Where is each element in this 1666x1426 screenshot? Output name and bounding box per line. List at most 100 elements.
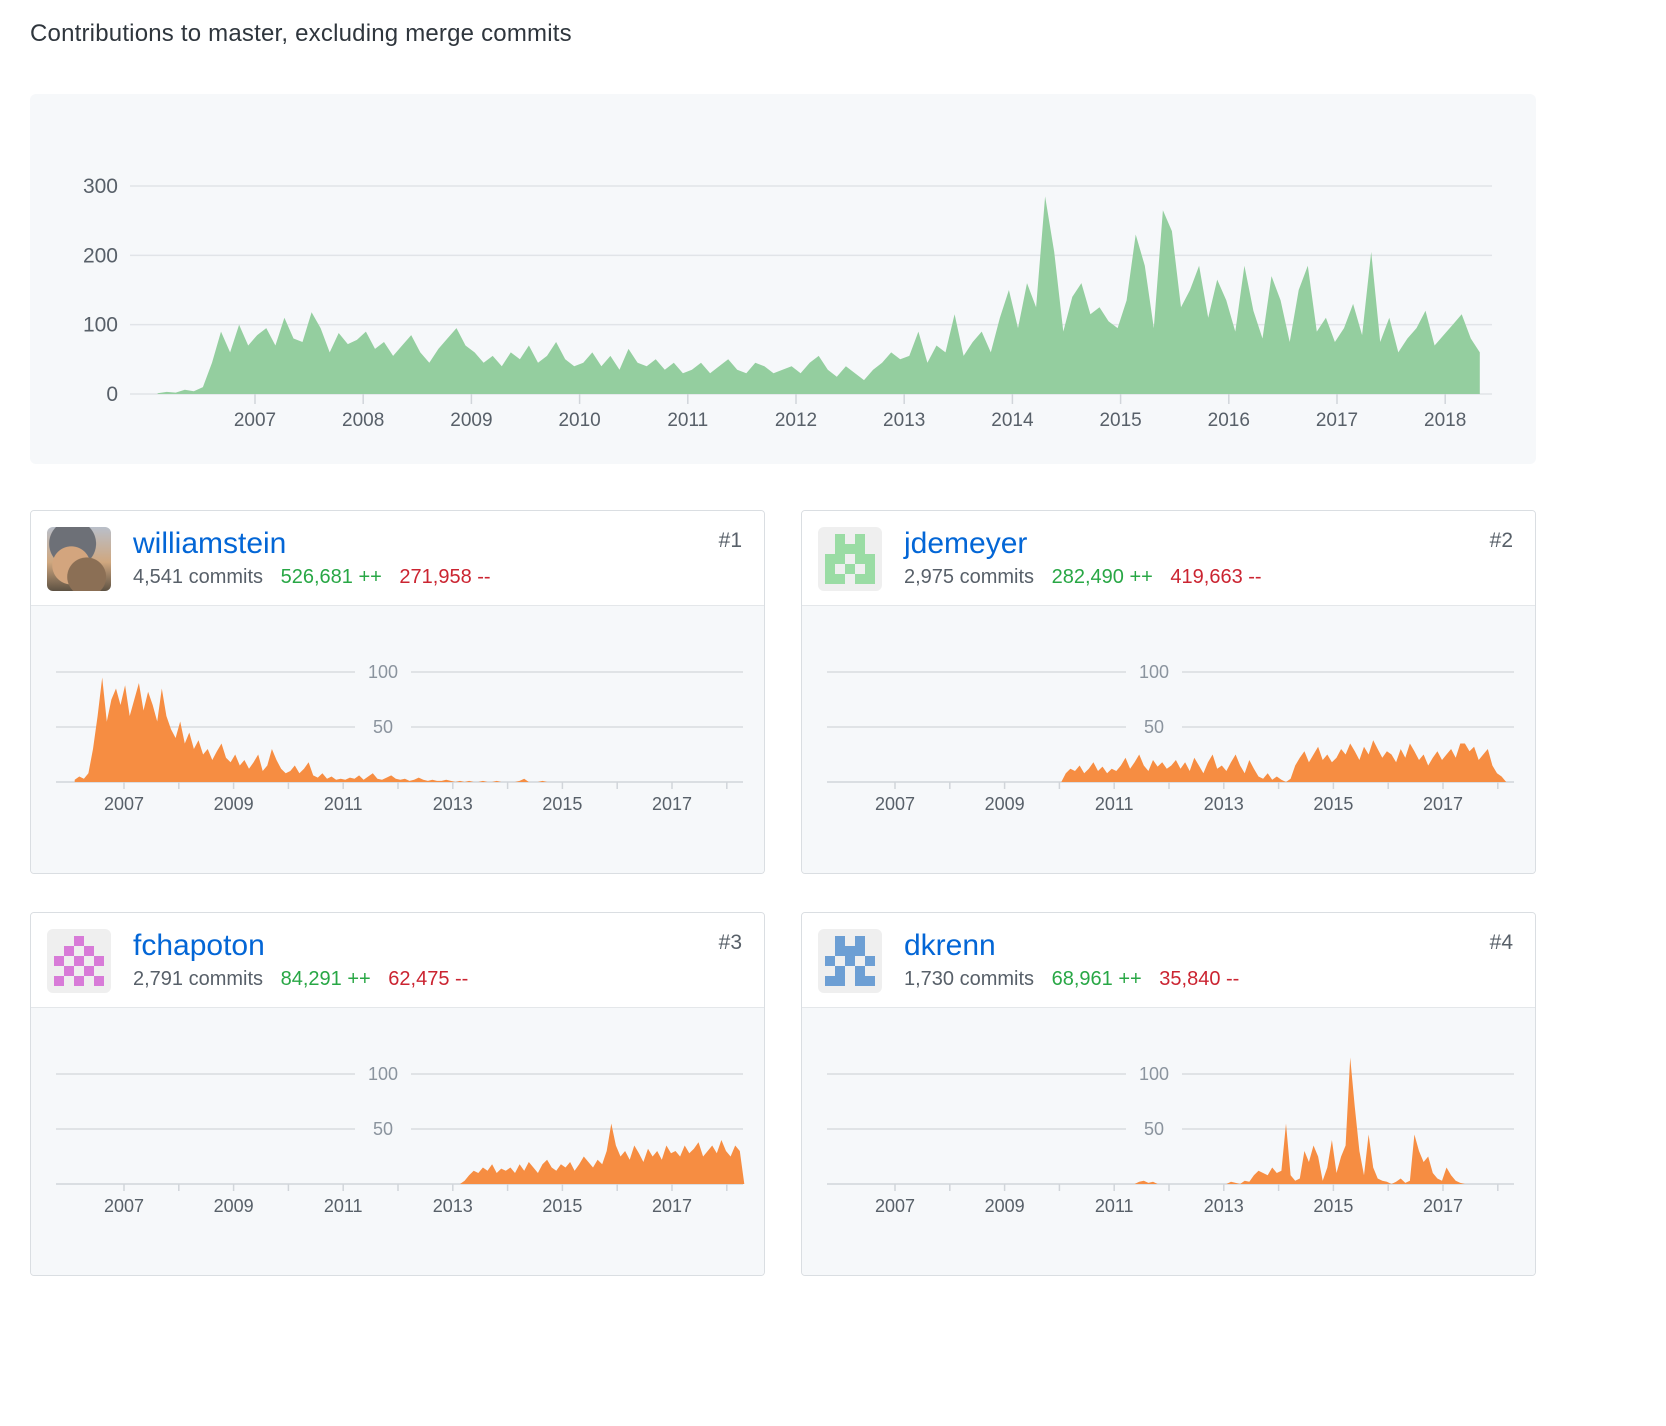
svg-text:200: 200	[83, 244, 118, 267]
rank-badge: #4	[1489, 931, 1513, 954]
svg-text:2007: 2007	[104, 1196, 144, 1216]
deletions-count: 62,475 --	[388, 967, 469, 990]
svg-text:2011: 2011	[324, 794, 363, 814]
svg-text:2007: 2007	[104, 794, 144, 814]
contributor-stats: 2,975 commits 282,490 ++ 419,663 --	[904, 566, 1262, 589]
svg-text:2008: 2008	[342, 410, 384, 431]
svg-text:50: 50	[1144, 717, 1164, 737]
svg-text:2009: 2009	[450, 410, 492, 431]
contributor-stats: 4,541 commits 526,681 ++ 271,958 --	[133, 566, 491, 589]
additions-count: 68,961 ++	[1051, 967, 1142, 990]
svg-text:50: 50	[373, 1119, 393, 1139]
svg-text:2009: 2009	[214, 1196, 254, 1216]
commit-count: 4,541 commits	[133, 565, 264, 588]
avatar[interactable]	[818, 929, 882, 993]
additions-count: 84,291 ++	[280, 967, 371, 990]
svg-text:100: 100	[1139, 662, 1169, 682]
deletions-count: 419,663 --	[1170, 565, 1262, 588]
svg-text:2011: 2011	[1095, 1196, 1134, 1216]
contributor-name-link[interactable]: fchapoton	[133, 929, 265, 962]
svg-text:2016: 2016	[1208, 410, 1250, 431]
contributor-name-link[interactable]: jdemeyer	[904, 527, 1028, 560]
avatar[interactable]	[47, 527, 111, 591]
deletions-count: 35,840 --	[1159, 967, 1240, 990]
contributor-name-link[interactable]: williamstein	[133, 527, 287, 560]
svg-text:2013: 2013	[433, 794, 473, 814]
deletions-count: 271,958 --	[399, 565, 491, 588]
svg-text:100: 100	[368, 1064, 398, 1084]
svg-text:2013: 2013	[1204, 794, 1244, 814]
contributor-commits-chart[interactable]: 2007 2009 2011 2013 2015 2017 50 100	[802, 1034, 1535, 1226]
main-contributions-chart[interactable]: 2007 2008 2009 2010 2011 2012 2013 2014 2015 2016…	[30, 94, 1536, 464]
contributor-meta: jdemeyer 2,975 commits 282,490 ++ 419,66…	[904, 527, 1262, 589]
card-header: jdemeyer 2,975 commits 282,490 ++ 419,66…	[802, 511, 1535, 605]
contributor-meta: williamstein 4,541 commits 526,681 ++ 27…	[133, 527, 491, 589]
svg-text:2017: 2017	[1423, 1196, 1463, 1216]
svg-text:2015: 2015	[1313, 1196, 1353, 1216]
contributor-chart-panel: 2007 2009 2011 2013 2015 2017 50 100	[802, 1007, 1535, 1275]
svg-text:2015: 2015	[1099, 410, 1141, 431]
additions-count: 282,490 ++	[1051, 565, 1153, 588]
svg-text:50: 50	[1144, 1119, 1164, 1139]
svg-text:2013: 2013	[883, 410, 925, 431]
commit-count: 2,791 commits	[133, 967, 264, 990]
svg-text:50: 50	[373, 717, 393, 737]
svg-text:2007: 2007	[875, 794, 915, 814]
contributor-cards-grid: williamstein 4,541 commits 526,681 ++ 27…	[30, 510, 1666, 1276]
contributor-chart-panel: 2007 2009 2011 2013 2015 2017 50 100	[31, 605, 764, 873]
contributor-meta: dkrenn 1,730 commits 68,961 ++ 35,840 --	[904, 929, 1239, 991]
contributor-commits-chart[interactable]: 2007 2009 2011 2013 2015 2017 50 100	[31, 1034, 764, 1226]
contributor-chart-panel: 2007 2009 2011 2013 2015 2017 50 100	[31, 1007, 764, 1275]
page-title: Contributions to master, excluding merge…	[30, 20, 572, 47]
svg-text:2015: 2015	[1313, 794, 1353, 814]
rank-badge: #1	[718, 529, 742, 552]
card-header: dkrenn 1,730 commits 68,961 ++ 35,840 --…	[802, 913, 1535, 1007]
svg-text:300: 300	[83, 175, 118, 198]
contributor-card-fchapoton: fchapoton 2,791 commits 84,291 ++ 62,475…	[30, 912, 765, 1276]
commit-count: 2,975 commits	[904, 565, 1035, 588]
svg-text:2013: 2013	[433, 1196, 473, 1216]
avatar[interactable]	[818, 527, 882, 591]
svg-text:0: 0	[106, 383, 118, 406]
svg-text:2010: 2010	[558, 410, 600, 431]
svg-text:2011: 2011	[324, 1196, 363, 1216]
svg-text:100: 100	[1139, 1064, 1169, 1084]
svg-text:2013: 2013	[1204, 1196, 1244, 1216]
card-header: fchapoton 2,791 commits 84,291 ++ 62,475…	[31, 913, 764, 1007]
svg-text:2017: 2017	[652, 1196, 692, 1216]
avatar[interactable]	[47, 929, 111, 993]
card-header: williamstein 4,541 commits 526,681 ++ 27…	[31, 511, 764, 605]
svg-text:2011: 2011	[1095, 794, 1134, 814]
contributor-chart-panel: 2007 2009 2011 2013 2015 2017 50 100	[802, 605, 1535, 873]
contributor-name-link[interactable]: dkrenn	[904, 929, 996, 962]
svg-text:2018: 2018	[1424, 410, 1466, 431]
svg-text:2012: 2012	[775, 410, 817, 431]
additions-count: 526,681 ++	[280, 565, 382, 588]
contributor-card-jdemeyer: jdemeyer 2,975 commits 282,490 ++ 419,66…	[801, 510, 1536, 874]
rank-badge: #3	[718, 931, 742, 954]
contributor-commits-chart[interactable]: 2007 2009 2011 2013 2015 2017 50 100	[31, 632, 764, 824]
contributor-stats: 1,730 commits 68,961 ++ 35,840 --	[904, 968, 1239, 991]
svg-text:100: 100	[368, 662, 398, 682]
svg-text:2015: 2015	[542, 1196, 582, 1216]
svg-text:2015: 2015	[542, 794, 582, 814]
svg-text:100: 100	[83, 314, 118, 337]
contributor-commits-chart[interactable]: 2007 2009 2011 2013 2015 2017 50 100	[802, 632, 1535, 824]
svg-text:2017: 2017	[1423, 794, 1463, 814]
contributor-card-williamstein: williamstein 4,541 commits 526,681 ++ 27…	[30, 510, 765, 874]
rank-badge: #2	[1489, 529, 1513, 552]
main-contributions-panel: 2007 2008 2009 2010 2011 2012 2013 2014 2015 2016…	[30, 94, 1536, 464]
commit-count: 1,730 commits	[904, 967, 1035, 990]
svg-text:2017: 2017	[1316, 410, 1358, 431]
svg-text:2009: 2009	[214, 794, 254, 814]
svg-text:2017: 2017	[652, 794, 692, 814]
contributor-meta: fchapoton 2,791 commits 84,291 ++ 62,475…	[133, 929, 468, 991]
contributor-card-dkrenn: dkrenn 1,730 commits 68,961 ++ 35,840 --…	[801, 912, 1536, 1276]
contributor-stats: 2,791 commits 84,291 ++ 62,475 --	[133, 968, 468, 991]
svg-text:2009: 2009	[985, 794, 1025, 814]
svg-text:2009: 2009	[985, 1196, 1025, 1216]
svg-text:2007: 2007	[234, 410, 276, 431]
svg-text:2014: 2014	[991, 410, 1034, 431]
svg-text:2007: 2007	[875, 1196, 915, 1216]
